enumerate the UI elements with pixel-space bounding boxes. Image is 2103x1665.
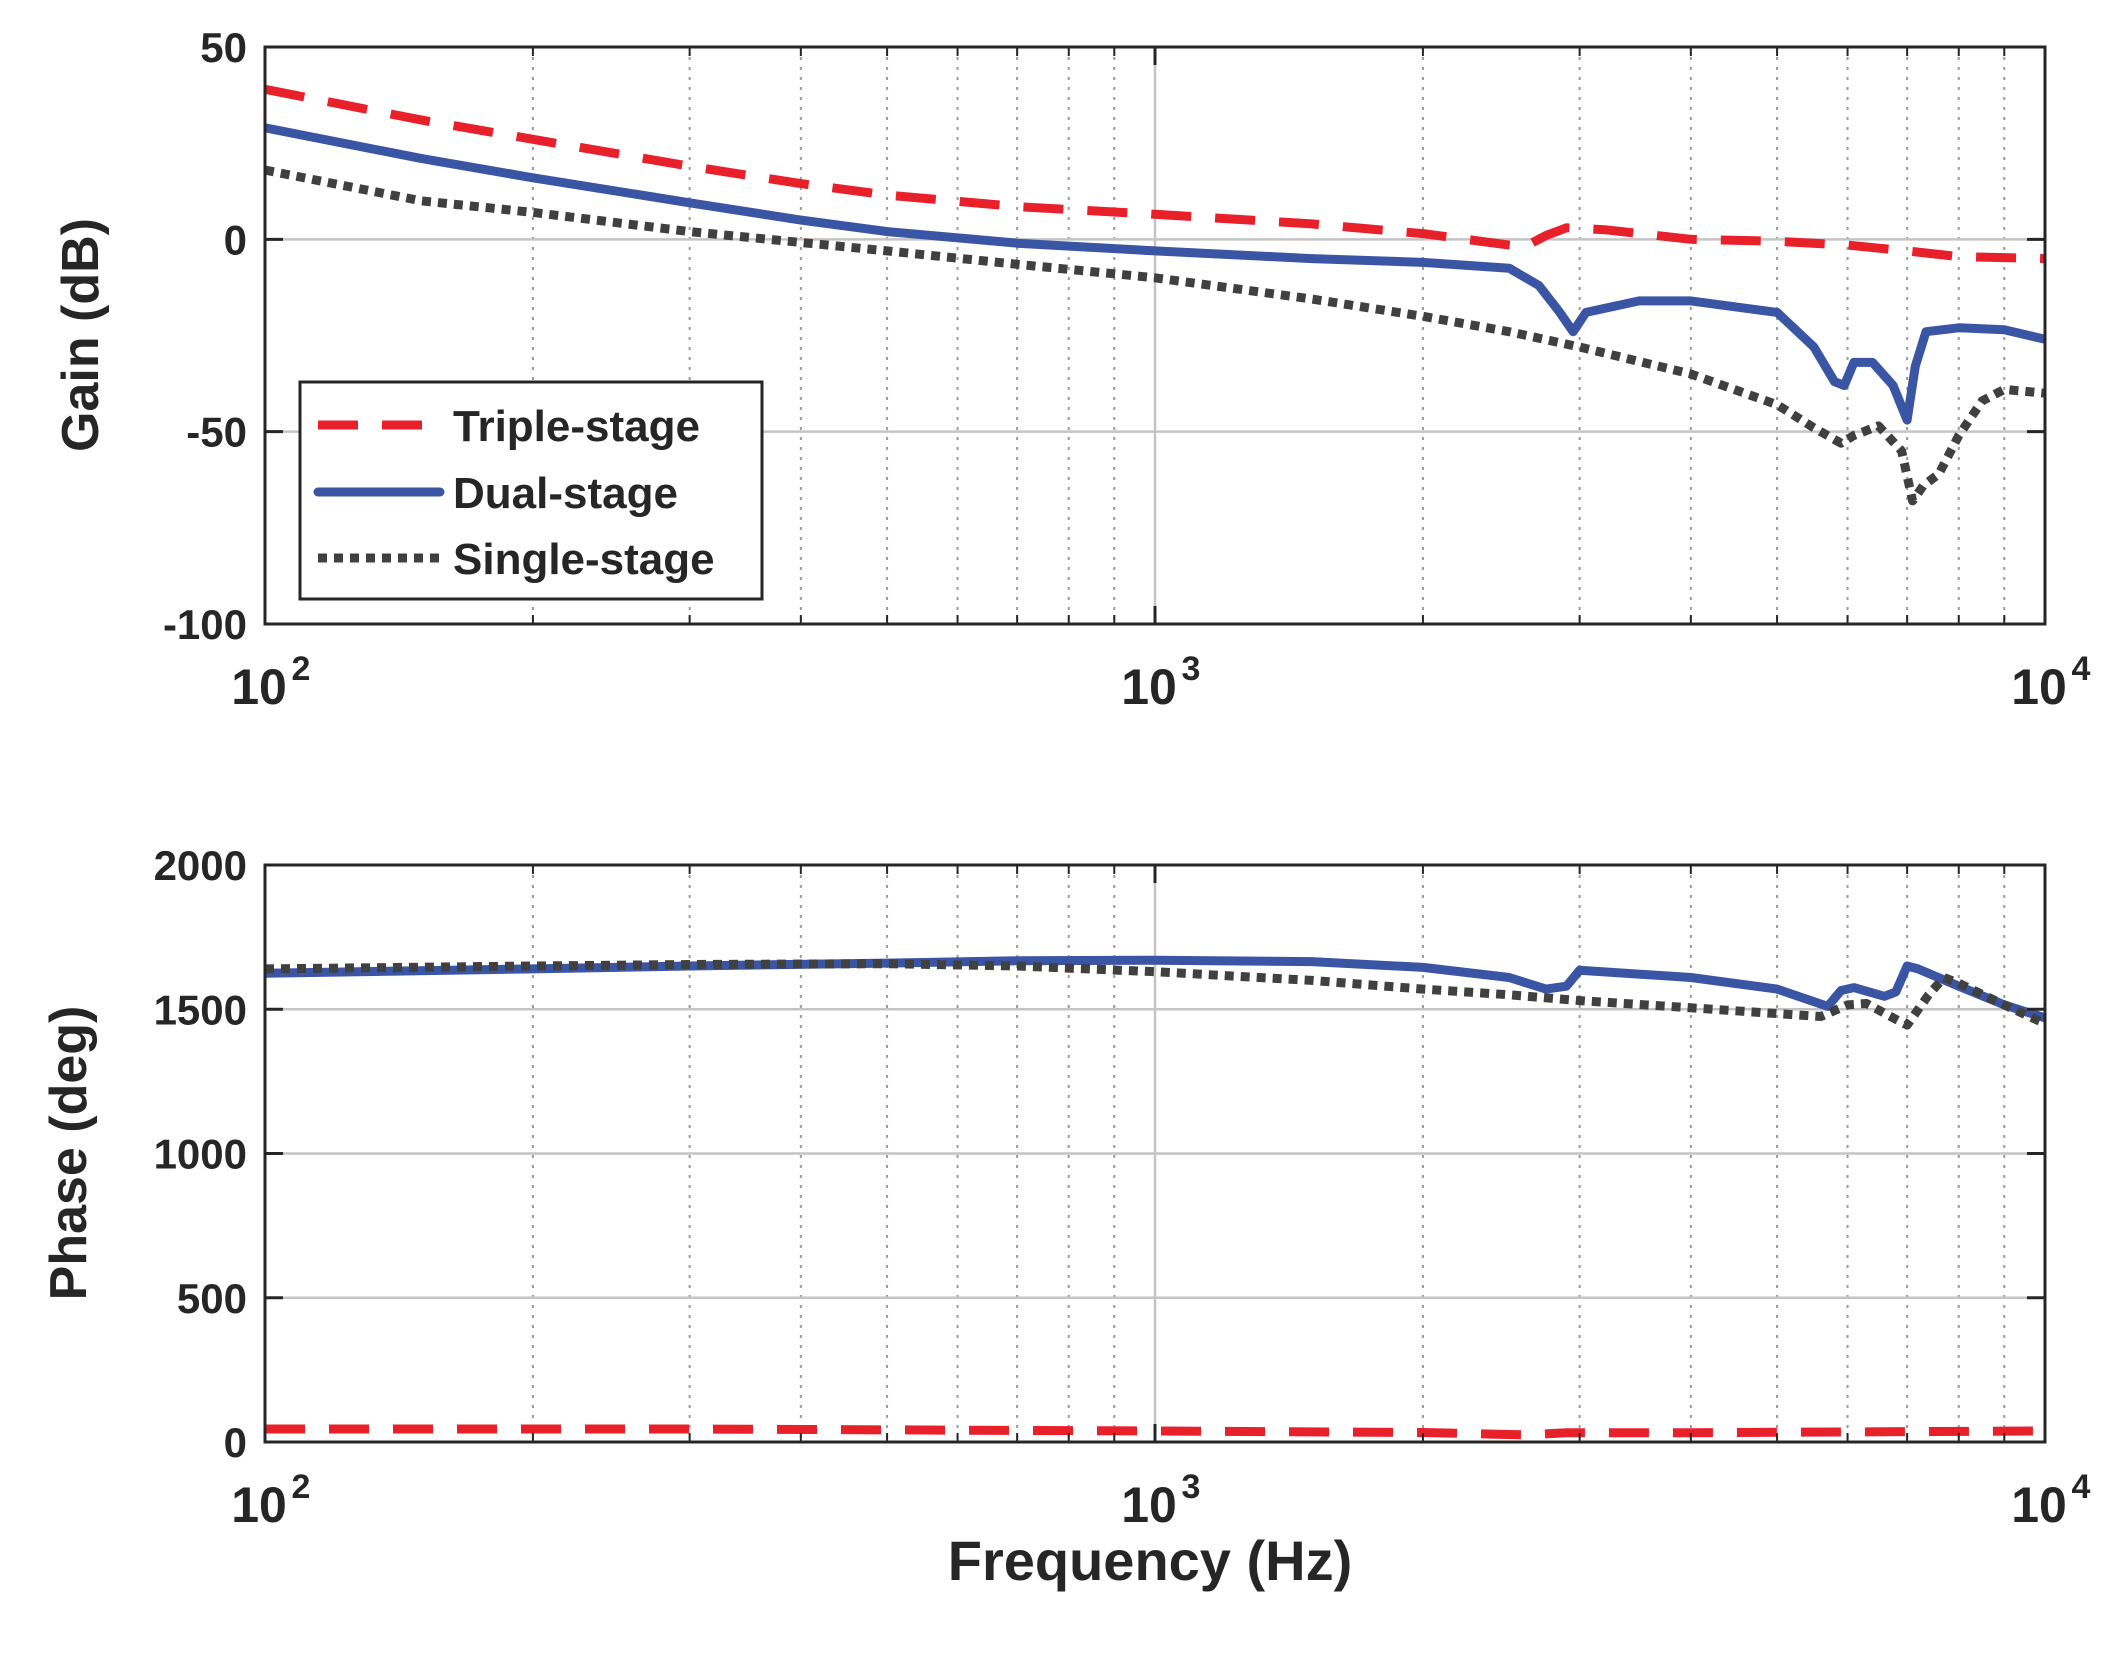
phase-xtick-label: 10 2 (231, 1468, 310, 1533)
phase-series (265, 955, 2045, 1440)
gain-xtick-exponent: 3 (1182, 650, 1201, 688)
gain-xtick-label: 10 4 (2011, 650, 2090, 715)
phase-xtick-base: 10 (2011, 1477, 2067, 1533)
phase-ytick-label: 2000 (154, 842, 247, 889)
gain-series (265, 84, 2045, 506)
phase-series-dual-stage (265, 955, 2045, 1023)
phase-series-triple-stage (265, 1424, 2045, 1440)
gain-ytick-label: 0 (224, 216, 247, 263)
gain-series-triple-stage (265, 84, 2045, 264)
phase-ticks (263, 863, 2047, 1444)
phase-series-single-stage (265, 959, 2045, 1030)
gain-xtick-base: 10 (2011, 659, 2067, 715)
gain-ticks (263, 45, 2047, 626)
phase-xtick-base: 10 (1121, 1477, 1177, 1533)
gain-series-dual-stage (265, 123, 2045, 425)
phase-ytick-label: 1500 (154, 986, 247, 1033)
gain-ytick-label: 50 (200, 24, 247, 71)
gain-xtick-base: 10 (1121, 659, 1177, 715)
legend-label-single-stage: Single-stage (453, 535, 715, 584)
gain-xtick-exponent: 4 (2072, 650, 2091, 688)
gain-ylabel: Gain (dB) (52, 218, 110, 452)
phase-ylabel: Phase (deg) (40, 1006, 98, 1301)
legend-label-triple-stage: Triple-stage (453, 402, 700, 451)
gain-ytick-label: -50 (186, 409, 247, 456)
phase-xtick-label: 10 3 (1121, 1468, 1200, 1533)
gain-xtick-label: 10 2 (231, 650, 310, 715)
phase-xlabel: Frequency (Hz) (948, 1529, 1353, 1592)
phase-xtick-exponent: 3 (1182, 1468, 1201, 1506)
phase-xtick-exponent: 4 (2072, 1468, 2091, 1506)
gain-ytick-label: -100 (163, 601, 247, 648)
legend-label-dual-stage: Dual-stage (453, 469, 678, 518)
phase-ytick-label: 500 (177, 1275, 247, 1322)
gain-xtick-base: 10 (231, 659, 287, 715)
phase-ytick-label: 1000 (154, 1131, 247, 1178)
phase-xtick-base: 10 (231, 1477, 287, 1533)
phase-xtick-label: 10 4 (2011, 1468, 2090, 1533)
legend: Triple-stage Dual-stage Single-stage (298, 380, 764, 601)
phase-xtick-exponent: 2 (292, 1468, 311, 1506)
phase-ytick-label: 0 (224, 1419, 247, 1466)
gain-xtick-exponent: 2 (292, 650, 311, 688)
gain-xtick-label: 10 3 (1121, 650, 1200, 715)
gain-series-single-stage (265, 165, 2045, 506)
gain-plot: 500-50-100 10 2 10 3 10 4 Gain (dB) Triple-st… (52, 24, 2091, 715)
